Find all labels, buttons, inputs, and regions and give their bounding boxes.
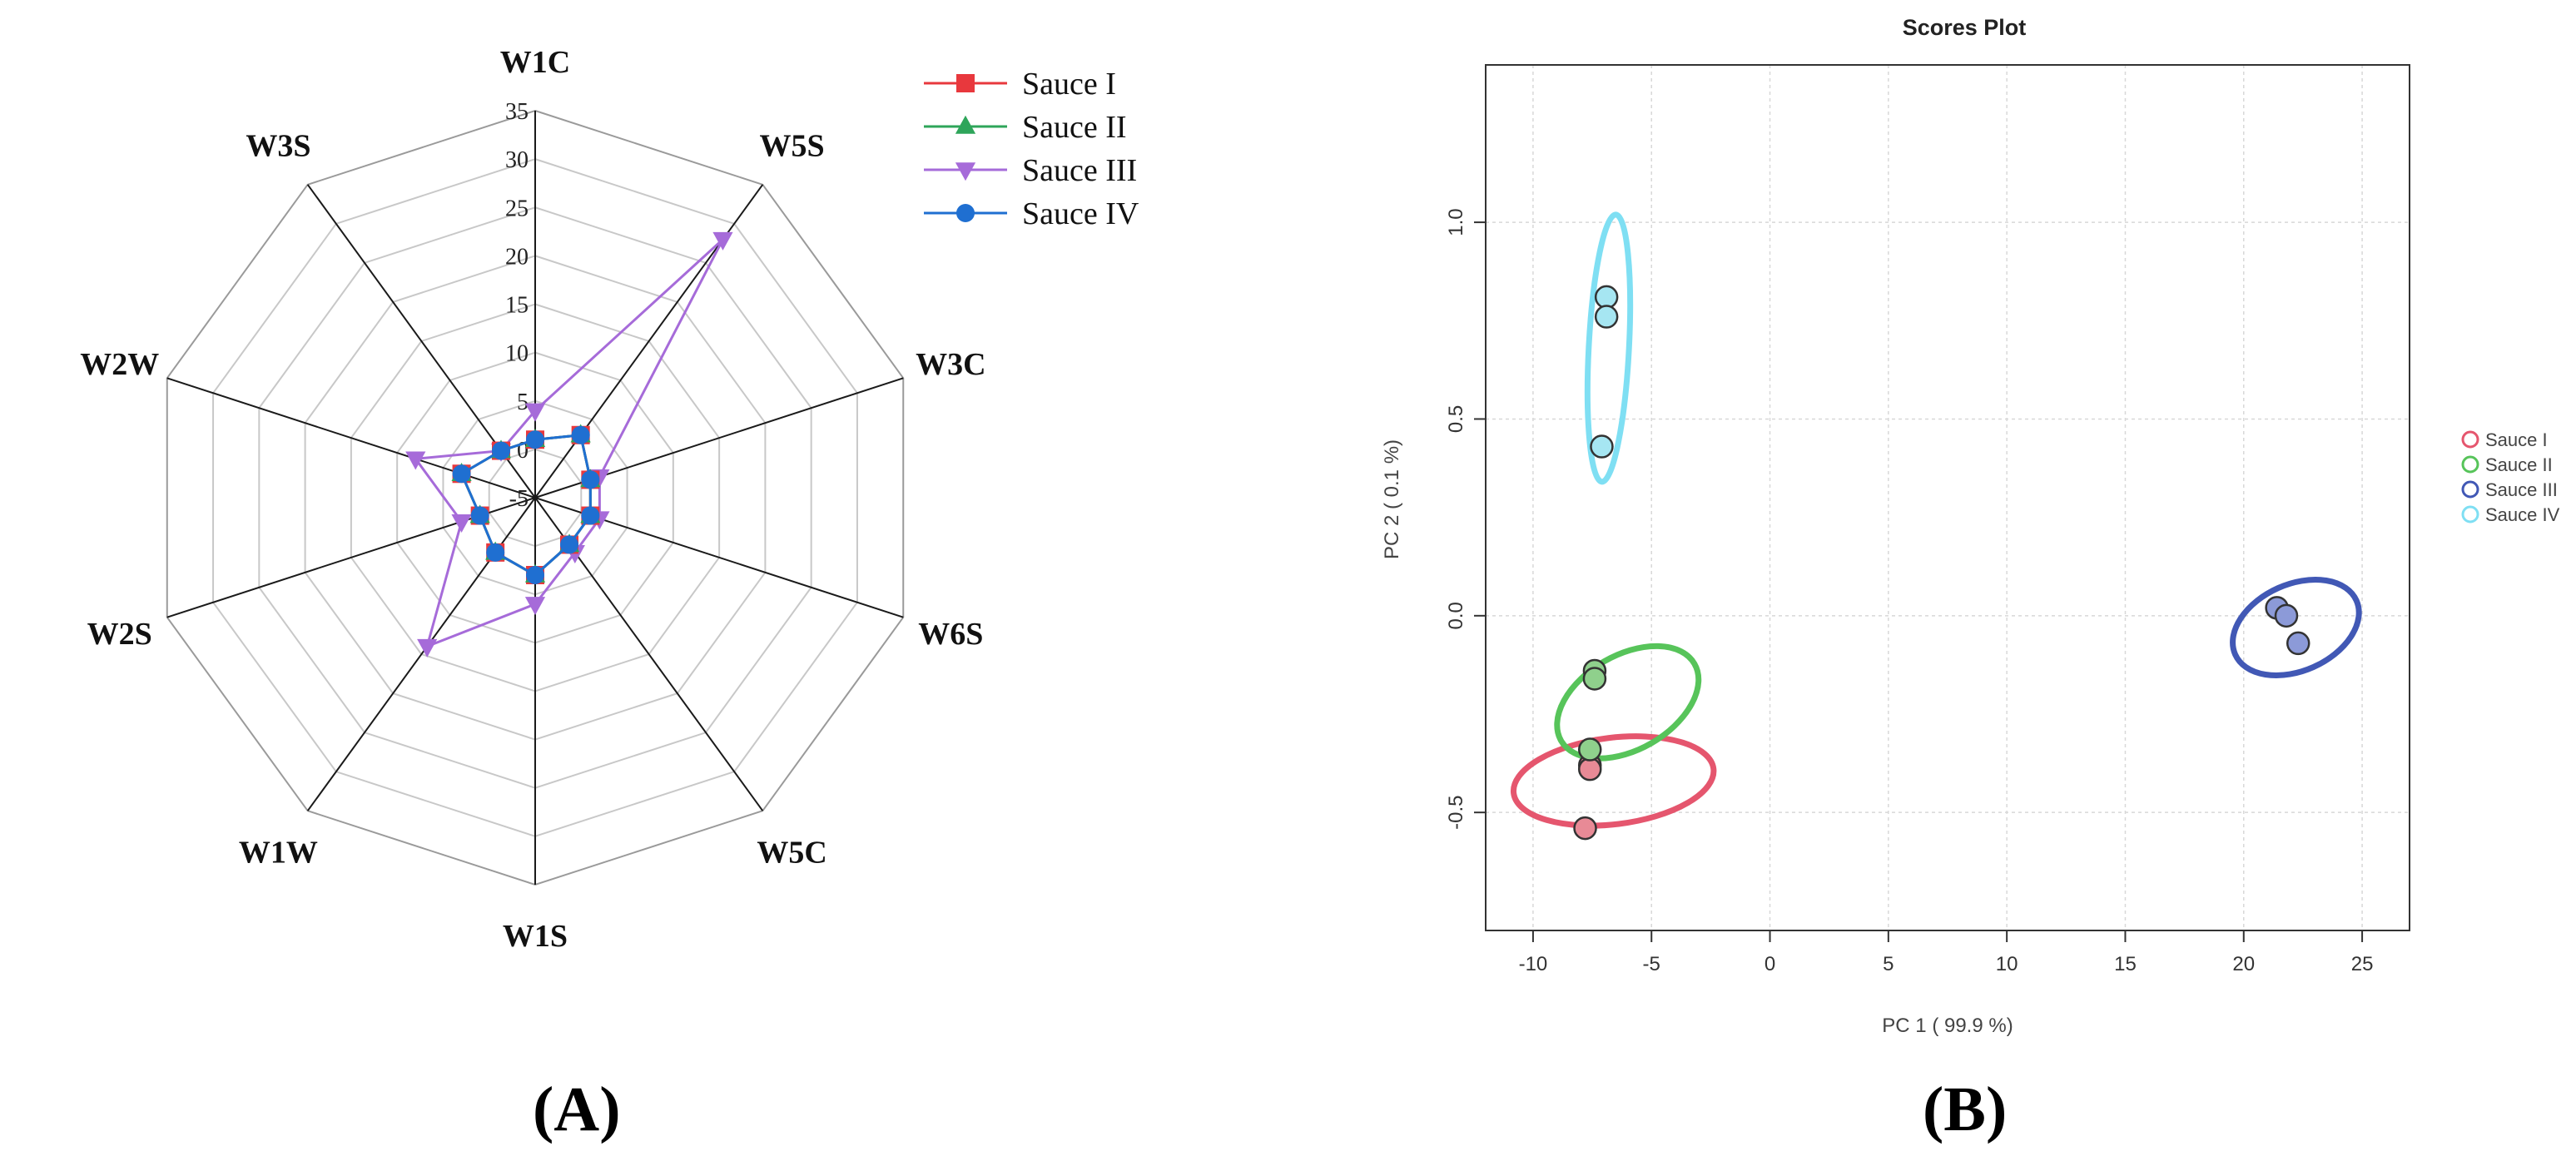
radar-tick-label: -5 — [509, 486, 529, 512]
legend-label: Sauce I — [1022, 67, 1116, 102]
x-tick-label: 25 — [2351, 953, 2374, 975]
radar-point-marker — [956, 74, 975, 92]
score-point — [2274, 603, 2299, 628]
radar-point-marker — [526, 566, 544, 584]
radar-axis-label: W6S — [918, 617, 983, 652]
radar-point-marker — [956, 204, 975, 222]
score-point — [1594, 305, 1619, 329]
legend-label: Sauce II — [1022, 110, 1127, 145]
confidence-ellipse — [2230, 576, 2362, 679]
radar-axis-label: W5S — [760, 128, 825, 163]
chart-title: Scores Plot — [1903, 15, 2027, 40]
radar-tick-label: 25 — [505, 196, 529, 221]
radar-tick-label: 5 — [517, 390, 529, 415]
y-tick-label: 0.5 — [1445, 405, 1467, 433]
panel-label-b: (B) — [1923, 1074, 2008, 1144]
pca-legend: Sauce I Sauce II Sauce III Sauce IV — [2461, 429, 2560, 525]
legend-marker — [2461, 430, 2479, 449]
radar-point-marker — [581, 470, 600, 489]
score-point — [1577, 737, 1602, 762]
radar-point-marker — [571, 425, 590, 444]
score-point — [2286, 631, 2310, 656]
radar-axis-label: W1C — [500, 45, 570, 80]
radar-point-marker — [470, 506, 489, 525]
panel-label-a: (A) — [533, 1074, 621, 1144]
radar-point-marker — [712, 231, 733, 251]
radar-axis-labels: W1C W5S W3C W6S W5C W1S W1W W2S W2W W3S — [80, 45, 985, 954]
radar-tick-label: 10 — [505, 341, 529, 367]
confidence-ellipse — [1510, 733, 1717, 829]
legend-label: Sauce IV — [1022, 196, 1139, 231]
x-tick-label: 15 — [2114, 953, 2137, 975]
x-axis-label: PC 1 ( 99.9 %) — [1882, 1015, 2013, 1037]
legend-label: Sauce II — [2485, 454, 2553, 475]
legend-marker — [2461, 505, 2479, 523]
score-point — [1594, 285, 1619, 310]
radar-tick-label: 30 — [505, 147, 529, 173]
x-tick-label: -10 — [1519, 953, 1548, 975]
radar-point-marker — [417, 638, 438, 657]
legend-marker — [2461, 455, 2479, 474]
pca-scores-chart: Scores Plot -10 -5 0 5 10 15 20 25 -0.5 0.0 0.5 1.0… — [1381, 15, 2560, 1037]
x-tick-label: -5 — [1643, 953, 1660, 975]
radar-point-marker — [524, 597, 546, 616]
confidence-ellipse — [1584, 211, 1634, 485]
legend-label: Sauce III — [1022, 153, 1137, 188]
y-tick-label: 0.0 — [1445, 602, 1467, 629]
x-tick-label: 20 — [2232, 953, 2255, 975]
radar-point-marker — [581, 506, 600, 525]
pca-gridlines — [1486, 65, 2410, 930]
y-axis-label: PC 2 ( 0.1 %) — [1381, 439, 1403, 559]
radar-axis-label: W1S — [503, 919, 568, 954]
legend-label: Sauce I — [2485, 429, 2548, 450]
radar-point-marker — [955, 115, 976, 134]
radar-point-marker — [492, 441, 511, 460]
radar-point-marker — [955, 162, 976, 181]
pca-series — [1510, 211, 2362, 841]
radar-point-marker — [452, 464, 471, 484]
radar-series — [405, 231, 733, 657]
radar-spoke — [166, 377, 536, 499]
radar-point-marker — [524, 403, 546, 422]
x-tick-label: 0 — [1764, 953, 1775, 975]
radar-tick-label: 20 — [505, 244, 529, 270]
radar-point-marker — [526, 430, 544, 449]
radar-axis-label: W2W — [80, 347, 159, 382]
radar-axis-label: W3S — [246, 128, 310, 163]
score-point — [1577, 757, 1602, 781]
radar-point-marker — [405, 451, 426, 470]
radar-spoke — [534, 184, 764, 499]
radar-axis-label: W3C — [916, 347, 985, 382]
radar-point-marker — [559, 535, 578, 554]
radar-axis-label: W1W — [239, 836, 318, 871]
radar-tick-label: 35 — [505, 99, 529, 125]
radar-legend: Sauce I Sauce II Sauce III Sauce IV — [924, 67, 1139, 231]
radar-axis-label: W5C — [757, 836, 826, 871]
radar-point-marker — [451, 514, 472, 533]
score-point — [1582, 667, 1607, 691]
pca-axes: -10 -5 0 5 10 15 20 25 -0.5 0.0 0.5 1.0 — [1445, 208, 2373, 975]
radar-tick-label: 15 — [505, 293, 529, 319]
x-tick-label: 10 — [1996, 953, 2018, 975]
legend-label: Sauce III — [2485, 479, 2558, 500]
y-tick-label: -0.5 — [1445, 796, 1467, 830]
radar-point-marker — [486, 543, 505, 562]
radar-axis-label: W2S — [87, 617, 152, 652]
confidence-ellipse — [1554, 643, 1702, 762]
score-point — [1590, 434, 1614, 459]
plot-area-frame — [1485, 64, 2410, 931]
legend-label: Sauce IV — [2485, 504, 2560, 525]
score-point — [1573, 816, 1597, 841]
legend-marker — [2461, 480, 2479, 499]
y-tick-label: 1.0 — [1445, 208, 1467, 236]
x-tick-label: 5 — [1883, 953, 1894, 975]
